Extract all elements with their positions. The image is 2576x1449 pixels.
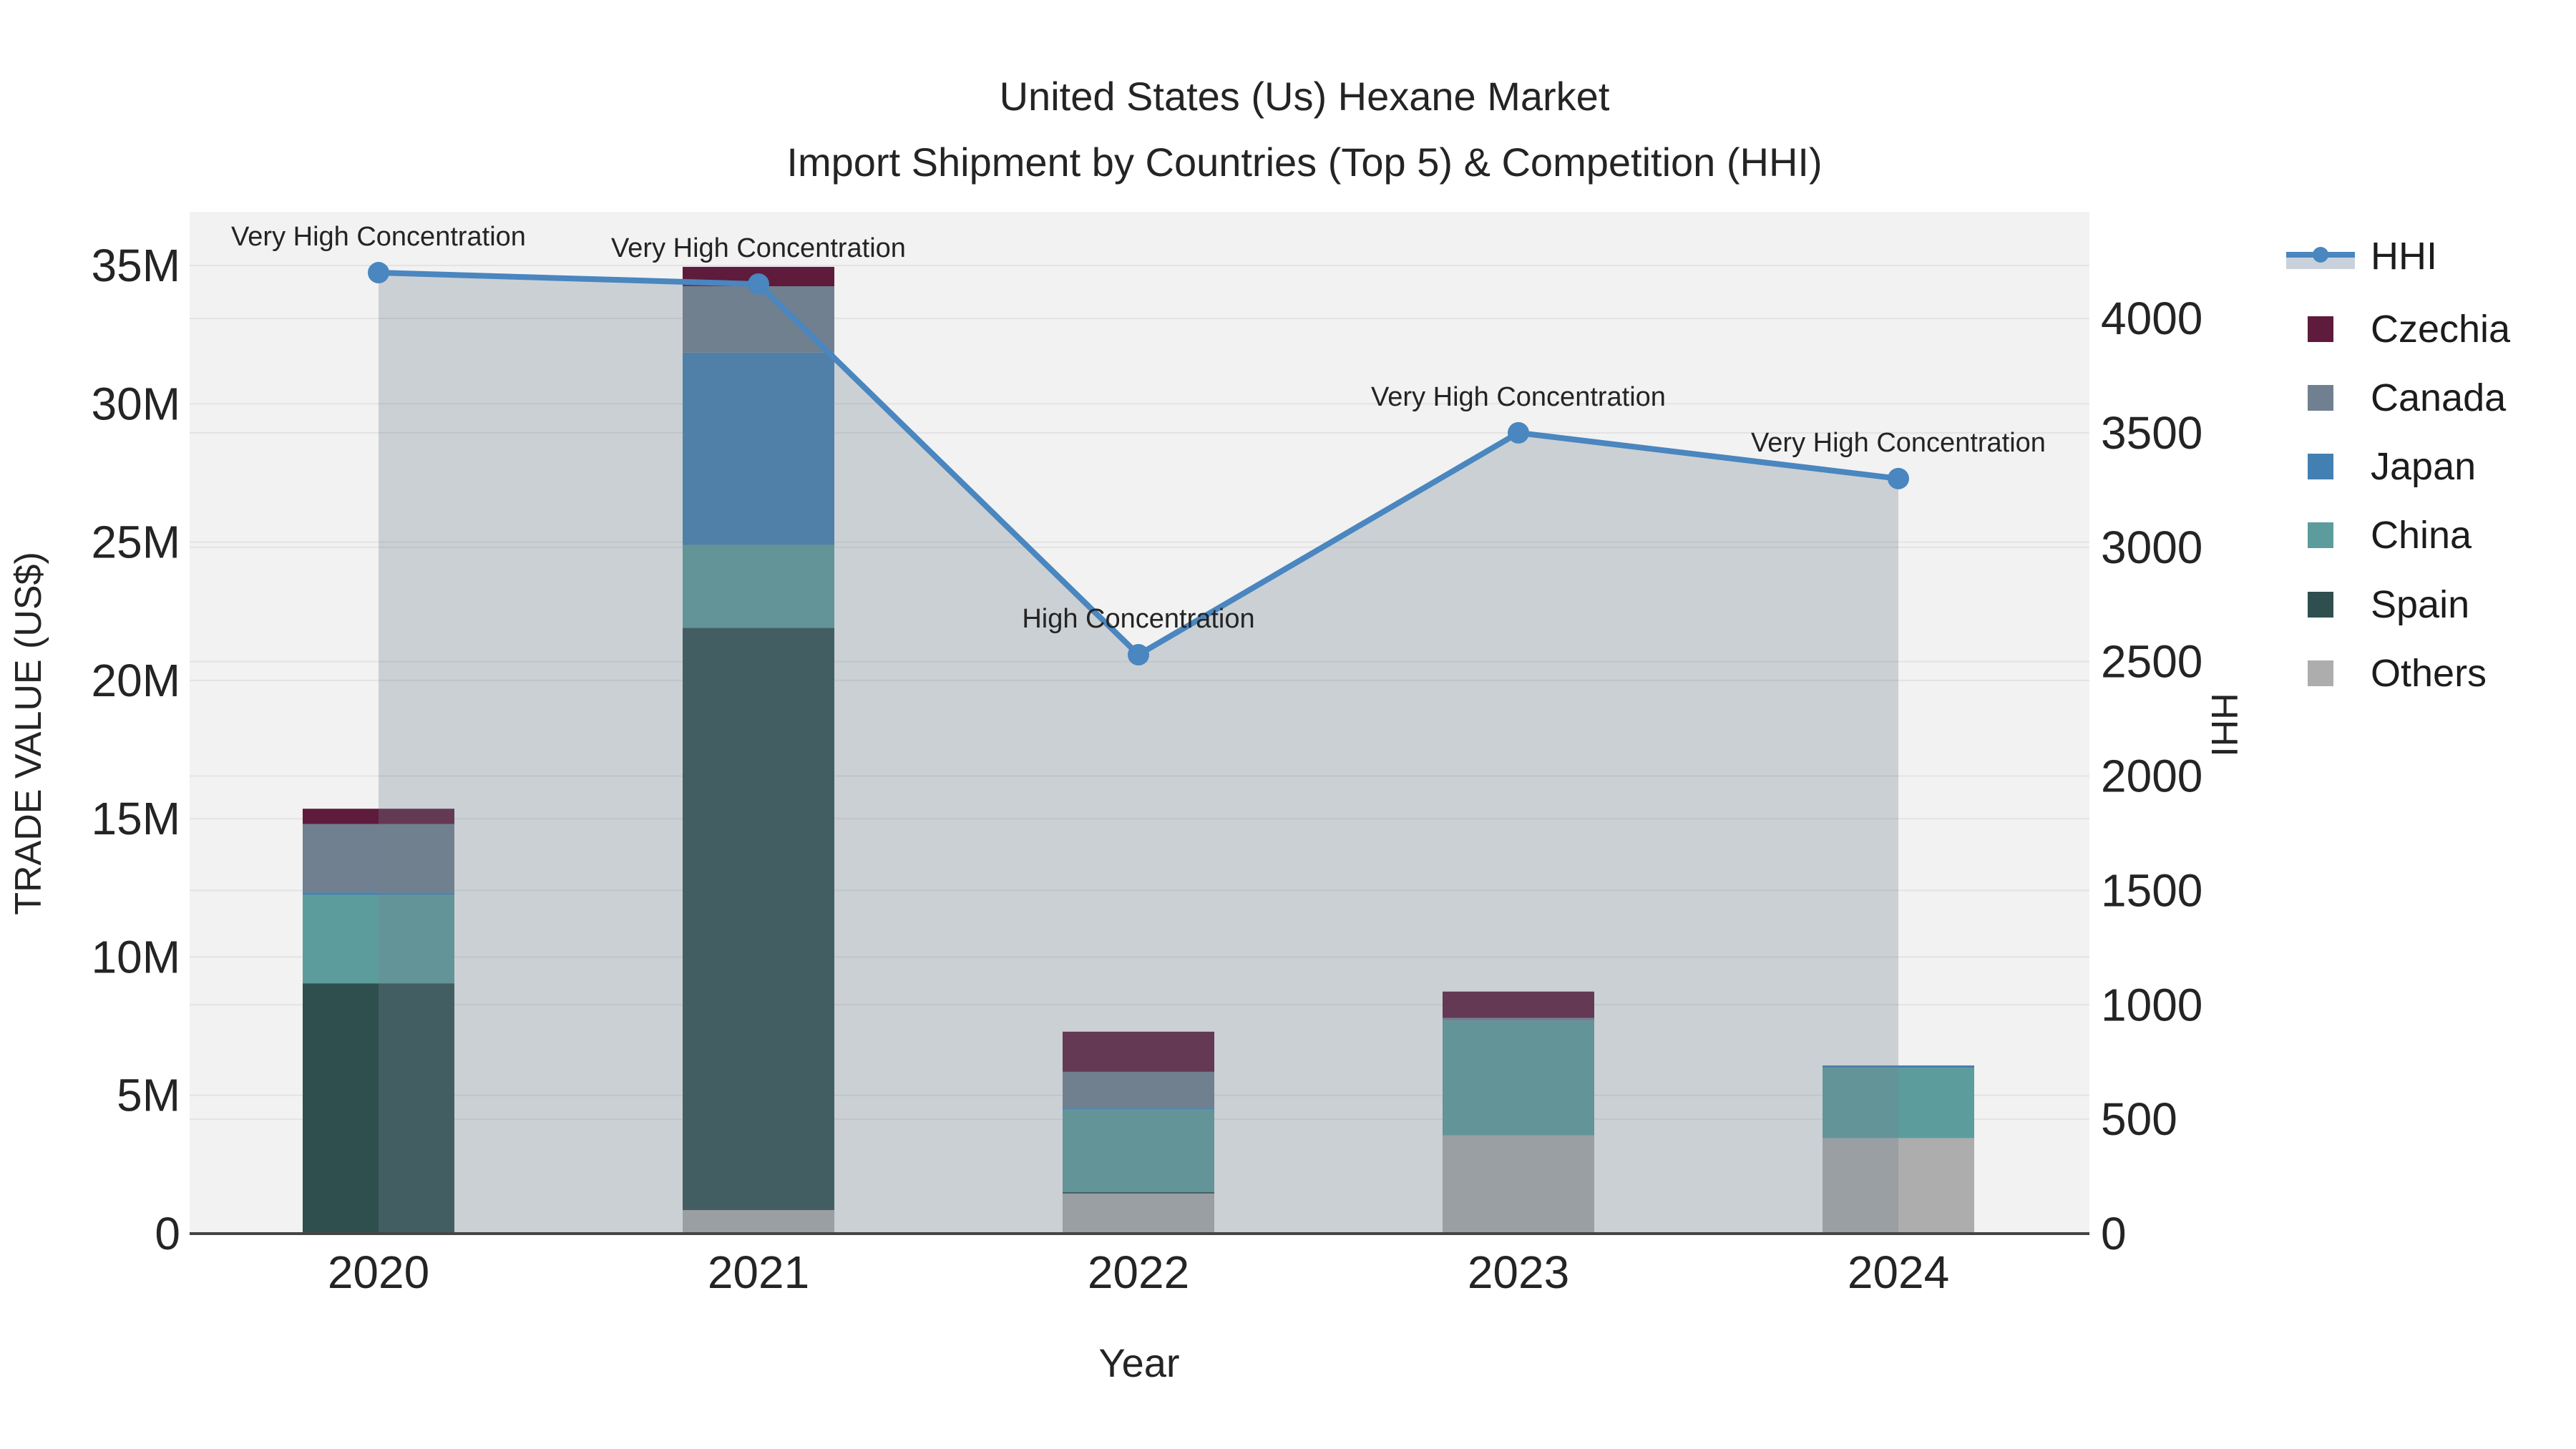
bar-segment-2022-japan[interactable]	[1063, 1108, 1214, 1110]
chart-title-line1: United States (Us) Hexane Market	[999, 74, 1610, 119]
bar-segment-2021-spain[interactable]	[683, 628, 834, 1211]
annotation-2020: Very High Concentration	[231, 222, 526, 252]
bar-segment-2020-czechia[interactable]	[303, 809, 454, 824]
y-right-tick-1000: 1000	[2101, 979, 2202, 1030]
legend-item-hhi[interactable]: HHI	[2286, 222, 2437, 291]
hhi-marker-2021[interactable]	[748, 273, 769, 296]
canada-swatch-icon	[2286, 382, 2355, 414]
y-left-tick-20M: 20M	[92, 655, 181, 706]
bar-segment-2021-others[interactable]	[683, 1210, 834, 1234]
bar-segment-2022-china[interactable]	[1063, 1109, 1214, 1193]
bar-segment-2020-japan[interactable]	[303, 892, 454, 895]
legend-label: Japan	[2371, 445, 2477, 488]
bar-segment-2022-others[interactable]	[1063, 1193, 1214, 1234]
x-tick-2022: 2022	[1088, 1246, 1189, 1298]
annotation-2023: Very High Concentration	[1371, 382, 1666, 412]
bar-segment-2021-china[interactable]	[683, 545, 834, 628]
legend-label: HHI	[2371, 235, 2437, 278]
china-swatch-icon	[2286, 519, 2355, 551]
spain-swatch-icon	[2286, 589, 2355, 620]
x-axis-title: Year	[1098, 1340, 1180, 1385]
legend-item-others[interactable]: Others	[2286, 639, 2487, 708]
y-right-tick-3000: 3000	[2101, 522, 2202, 573]
bar-segment-2023-china[interactable]	[1443, 1020, 1594, 1136]
bar-segment-2021-japan[interactable]	[683, 352, 834, 545]
bar-segment-2024-china[interactable]	[1823, 1068, 1974, 1138]
x-tick-2023: 2023	[1468, 1246, 1569, 1298]
y-right-tick-500: 500	[2101, 1093, 2177, 1145]
legend-label: China	[2371, 514, 2472, 557]
y-right-tick-1500: 1500	[2101, 864, 2202, 916]
y-left-tick-25M: 25M	[92, 517, 181, 568]
japan-swatch-icon	[2286, 451, 2355, 482]
bar-segment-2023-others[interactable]	[1443, 1135, 1594, 1234]
y-right-tick-2500: 2500	[2101, 636, 2202, 688]
y-left-tick-30M: 30M	[92, 378, 181, 429]
bar-segment-2020-china[interactable]	[303, 894, 454, 984]
bar-segment-2020-spain[interactable]	[303, 983, 454, 1234]
y-left-tick-10M: 10M	[92, 931, 181, 982]
annotation-2022: High Concentration	[1022, 604, 1254, 634]
y-left-axis-title: TRADE VALUE (US$)	[8, 552, 49, 915]
x-tick-2024: 2024	[1848, 1246, 1949, 1298]
y-left-tick-15M: 15M	[92, 793, 181, 844]
hhi-marker-2022[interactable]	[1128, 644, 1149, 666]
bar-segment-2021-canada[interactable]	[683, 286, 834, 353]
x-tick-2021: 2021	[708, 1246, 809, 1298]
legend-item-czechia[interactable]: Czechia	[2286, 295, 2510, 364]
hhi-area-fill	[379, 273, 1898, 1234]
x-tick-2020: 2020	[328, 1246, 429, 1298]
y-right-axis-title: HHI	[2203, 693, 2245, 757]
bar-segment-2024-others[interactable]	[1823, 1138, 1974, 1234]
y-left-tick-5M: 5M	[117, 1070, 180, 1121]
legend-item-china[interactable]: China	[2286, 501, 2472, 570]
legend-item-canada[interactable]: Canada	[2286, 364, 2506, 432]
y-right-tick-3500: 3500	[2101, 407, 2202, 459]
bar-segment-2022-canada[interactable]	[1063, 1071, 1214, 1108]
hhi-marker-2020[interactable]	[368, 262, 389, 284]
hhi-marker-2023[interactable]	[1508, 421, 1529, 444]
bar-segment-2024-japan[interactable]	[1823, 1065, 1974, 1068]
annotation-2024: Very High Concentration	[1751, 428, 2046, 458]
y-left-tick-0: 0	[155, 1208, 180, 1259]
czechia-swatch-icon	[2286, 313, 2355, 345]
hhi-line-swatch-icon	[2286, 240, 2355, 272]
legend-label: Canada	[2371, 376, 2507, 419]
others-swatch-icon	[2286, 658, 2355, 689]
hhi-marker-2024[interactable]	[1888, 467, 1909, 489]
legend-item-spain[interactable]: Spain	[2286, 570, 2469, 639]
bar-segment-2022-spain[interactable]	[1063, 1192, 1214, 1194]
legend-label: Others	[2371, 652, 2487, 695]
y-left-tick-35M: 35M	[92, 240, 181, 291]
legend-label: Spain	[2371, 583, 2470, 626]
y-right-tick-4000: 4000	[2101, 293, 2202, 344]
chart-title-line2: Import Shipment by Countries (Top 5) & C…	[786, 140, 1823, 185]
legend-item-japan[interactable]: Japan	[2286, 432, 2476, 501]
bar-segment-2020-canada[interactable]	[303, 824, 454, 893]
legend-label: Czechia	[2371, 308, 2511, 351]
annotation-2021: Very High Concentration	[611, 233, 906, 263]
bar-segment-2023-czechia[interactable]	[1443, 991, 1594, 1018]
y-right-tick-0: 0	[2101, 1208, 2127, 1259]
y-right-tick-2000: 2000	[2101, 751, 2202, 802]
bar-segment-2022-czechia[interactable]	[1063, 1031, 1214, 1072]
bar-segment-2023-canada[interactable]	[1443, 1018, 1594, 1021]
